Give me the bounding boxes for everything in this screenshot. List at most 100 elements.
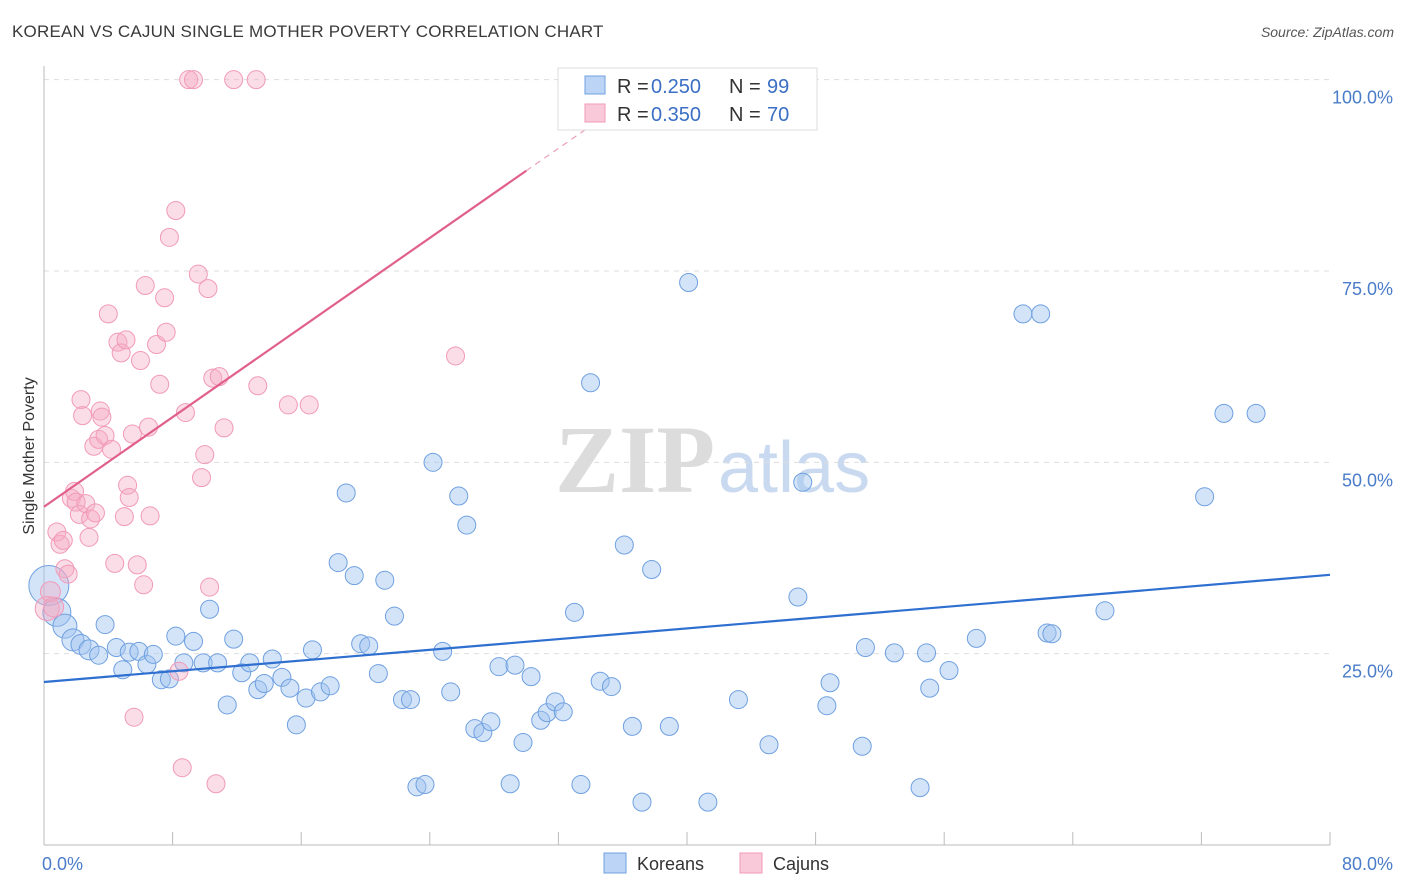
stats-legend: R = 0.250 N = 99 R = 0.350 N = 70: [557, 67, 818, 131]
korean-point: [622, 716, 642, 736]
korean-point: [1195, 487, 1215, 507]
cajun-point: [122, 424, 142, 444]
korean-point: [224, 629, 244, 649]
cajun-point: [195, 445, 215, 465]
cajun-point: [55, 559, 75, 579]
cajun-point: [79, 527, 99, 547]
y-tick-label: 25.0%: [1342, 662, 1393, 682]
korean-point: [728, 690, 748, 710]
korean-point: [788, 587, 808, 607]
y-tick-label: 100.0%: [1332, 88, 1393, 108]
korean-point: [368, 664, 388, 684]
cajun-point: [156, 322, 176, 342]
cajun-point: [43, 596, 65, 618]
cajun-point: [140, 506, 160, 526]
korean-point: [280, 678, 300, 698]
y-tick-labels: 25.0% 50.0% 75.0% 100.0%: [1332, 88, 1393, 682]
cajun-point: [209, 367, 229, 387]
y-tick-label: 50.0%: [1342, 470, 1393, 490]
korean-point: [262, 649, 282, 669]
korean-point: [910, 778, 930, 798]
legend-swatch-koreans: [584, 75, 606, 95]
korean-point: [240, 653, 260, 673]
korean-point: [793, 472, 813, 492]
korean-point: [679, 272, 699, 292]
cajun-point: [179, 70, 199, 90]
korean-point: [320, 676, 340, 696]
korean-point: [78, 639, 100, 661]
x-tick-label-min: 0.0%: [42, 854, 83, 874]
korean-point: [632, 792, 652, 812]
korean-point: [1246, 403, 1266, 423]
legend-r-label-0: R =: [617, 76, 649, 98]
korean-point: [698, 792, 718, 812]
cajun-point: [246, 70, 266, 90]
korean-point: [159, 669, 179, 689]
cajun-point: [446, 346, 466, 366]
korean-point: [119, 642, 139, 662]
korean-point: [433, 641, 453, 661]
cajun-point: [150, 374, 170, 394]
korean-point: [545, 692, 565, 712]
series-legend-label-koreans: Koreans: [637, 854, 704, 874]
korean-point: [143, 644, 163, 664]
cajun-point: [108, 332, 128, 352]
korean-point: [521, 667, 541, 687]
watermark-atlas: atlas: [718, 428, 870, 508]
korean-point: [571, 775, 591, 795]
trend-lines: [43, 114, 1331, 684]
korean-point: [106, 638, 126, 658]
cajun-point: [114, 507, 134, 527]
korean-point: [481, 712, 501, 732]
korean-point: [939, 661, 959, 681]
korean-point: [272, 667, 292, 687]
korean-point: [232, 663, 252, 683]
korean-point: [917, 643, 937, 663]
cajun-point: [159, 227, 179, 247]
cajun-point: [53, 530, 73, 550]
korean-point: [553, 702, 573, 722]
chart-source: Source: ZipAtlas.com: [1260, 24, 1394, 40]
korean-point: [1013, 304, 1033, 324]
series-legend: Koreans Cajuns: [603, 852, 829, 874]
x-ticks: [43, 832, 1331, 845]
korean-point: [344, 566, 364, 586]
korean-point: [407, 777, 427, 797]
korean-point: [52, 613, 78, 639]
cajun-point: [73, 406, 93, 426]
korean-point: [581, 373, 601, 393]
korean-point: [505, 655, 525, 675]
korean-point: [328, 553, 348, 573]
cajun-point: [183, 70, 203, 90]
legend-n-label-1: N =: [729, 104, 761, 126]
cajun-point: [198, 279, 218, 299]
korean-point: [217, 695, 237, 715]
korean-point: [310, 682, 330, 702]
korean-point: [642, 559, 662, 579]
korean-point: [415, 775, 435, 795]
korean-point: [183, 631, 203, 651]
korean-point: [564, 602, 584, 622]
cajun-point: [206, 774, 226, 794]
cajun-point: [34, 596, 60, 622]
korean-point: [457, 515, 477, 535]
cajun-point: [50, 534, 70, 554]
korean-point: [208, 653, 228, 673]
korean-point: [489, 657, 509, 677]
cajun-point: [118, 475, 138, 495]
cajun-point: [116, 330, 136, 350]
korean-point: [601, 677, 621, 697]
korean-point: [884, 643, 904, 663]
korean-point: [286, 715, 306, 735]
cajun-point: [102, 439, 122, 459]
korean-point: [95, 615, 115, 635]
cajun-point: [134, 575, 154, 595]
korean-point: [473, 722, 493, 742]
cajun-point: [278, 395, 298, 415]
korean-point: [151, 670, 171, 690]
y-axis-label: Single Mother Poverty: [21, 377, 38, 534]
korean-point: [759, 735, 779, 755]
legend-n-value-0: 99: [767, 76, 789, 98]
cajun-point: [85, 503, 105, 523]
korean-point: [513, 732, 533, 752]
